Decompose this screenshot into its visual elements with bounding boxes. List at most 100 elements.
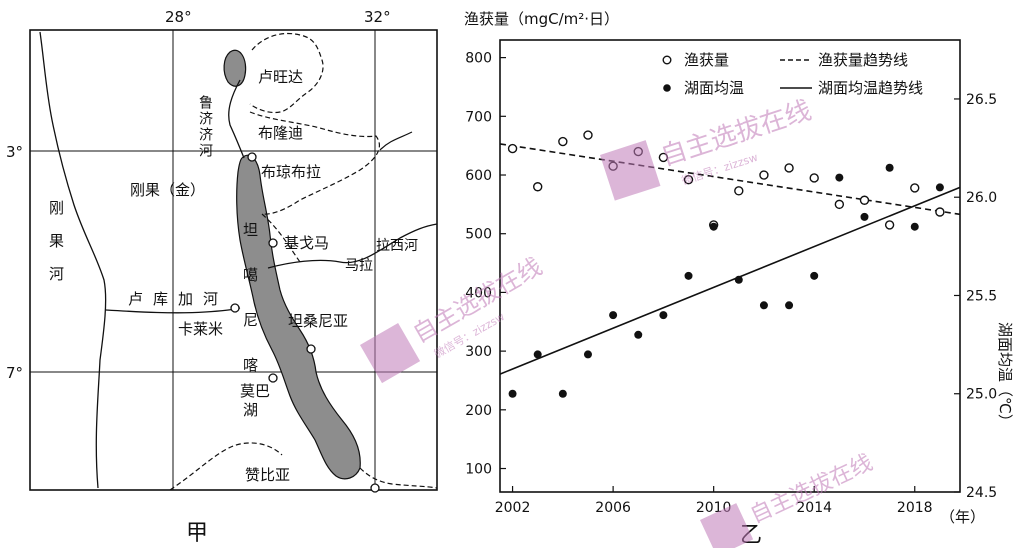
watermark-logo-3: 自主选拔在线	[700, 450, 877, 548]
y-left-tick-label: 100	[465, 462, 492, 478]
label-ruzizi-river: 鲁济济河	[197, 95, 213, 159]
catch-point	[658, 152, 669, 163]
catch-point	[507, 143, 518, 154]
catch-point	[784, 163, 794, 173]
zambia-border-west	[169, 442, 283, 491]
river-ne	[379, 131, 413, 151]
y-right-axis-label: 湖面均温（℃）	[996, 322, 1014, 429]
watermark-logo-1: 自主选拔在线 微信号：zizzsw	[600, 96, 815, 201]
label-tanzania: 坦桑尼亚	[288, 312, 348, 330]
legend-temp-point-symbol	[663, 84, 671, 92]
label-rwanda: 卢旺达	[258, 68, 303, 86]
temp-point	[583, 350, 592, 359]
chart-frame	[499, 39, 961, 493]
legend-catch-point-symbol	[662, 55, 672, 65]
mpulungu-marker	[268, 373, 278, 383]
label-malagarasi: 马拉	[345, 258, 373, 274]
y-left-tick-label: 200	[465, 403, 492, 419]
label-lake-tanganyika: 坦噶尼喀湖	[241, 222, 259, 447]
label-kalemie: 卡莱米	[178, 320, 223, 338]
zambia-border-east	[359, 467, 438, 489]
y-right-tick-label: 26.0	[966, 190, 997, 206]
y-left-tick-label: 500	[465, 227, 492, 243]
label-kigoma: 基戈马	[284, 234, 329, 252]
watermark-logo-box	[700, 503, 754, 548]
catch-point	[884, 220, 895, 230]
label-congo: 刚果（金）	[130, 181, 205, 199]
x-tick-label: 2002	[495, 500, 531, 516]
temp-point	[609, 311, 618, 320]
label-burundi: 布隆迪	[258, 124, 303, 142]
temp-point	[885, 163, 894, 172]
y-left-axis-label: 渔获量（mgC/m²·日）	[464, 10, 619, 28]
chart-trend-lines	[499, 143, 961, 375]
chart-panel: 2002 2006 2010 2014 201810020030040050060070…	[464, 10, 1014, 548]
watermark: 自主选拔在线 微信号：zizzsw 自主选拔在线 微信号：zizzsw 自主选拔…	[360, 96, 877, 548]
y-left-tick-label: 700	[465, 109, 492, 125]
catch-point	[583, 130, 593, 140]
x-axis-label: （年）	[940, 508, 985, 526]
kalemie-marker	[230, 303, 240, 313]
y-right-tick-label: 25.0	[966, 387, 997, 403]
catch-point	[533, 182, 543, 192]
temp-point	[835, 173, 844, 182]
tanzania-border	[261, 213, 301, 263]
catch-point	[834, 199, 845, 210]
catch-point	[859, 195, 870, 205]
temp-point	[860, 212, 869, 221]
temp-point	[558, 389, 567, 398]
watermark-logo-box	[600, 140, 661, 201]
map-panel: 28° 32° 3° 7° 卢旺达 布隆迪 布琼布拉 刚果（金） 基戈马 马拉	[6, 8, 438, 546]
catch-point	[759, 170, 769, 180]
temp-point	[533, 350, 542, 359]
catch-point	[558, 136, 568, 147]
map-lat-label-7: 7°	[6, 364, 23, 382]
label-zambia: 赞比亚	[245, 466, 290, 484]
map-lon-label-32: 32°	[364, 8, 391, 26]
y-left-tick-label: 800	[465, 51, 492, 67]
tz-lake-town-marker	[306, 344, 316, 354]
chart-legend: 渔获量 渔获量趋势线 湖面均温 湖面均温趋势线	[662, 51, 923, 97]
catch-point	[683, 175, 694, 185]
legend-temp-points: 湖面均温	[684, 79, 744, 97]
y-left-tick-label: 300	[465, 344, 492, 360]
congo-river-line	[39, 31, 107, 489]
temp-point	[709, 222, 718, 231]
x-tick-label: 2006	[595, 500, 631, 516]
temp-point	[684, 271, 693, 280]
map-title: 甲	[186, 521, 208, 546]
catch-point	[809, 173, 819, 183]
malagarasi-river-line	[267, 223, 438, 269]
temp-point	[508, 389, 517, 398]
border-town-marker	[370, 483, 380, 493]
ruzizi-river	[228, 79, 245, 159]
catch-trend-line	[499, 143, 961, 216]
map-frame	[29, 29, 438, 491]
temp-point	[634, 330, 643, 339]
temp-point	[734, 275, 743, 284]
temp-trend-line	[499, 186, 961, 375]
burundi-border	[249, 111, 381, 215]
label-bujumbura: 布琼布拉	[261, 163, 321, 181]
y-right-tick-label: 24.5	[966, 485, 997, 501]
map-lon-label-28: 28°	[165, 8, 192, 26]
label-mpulungu: 莫巴	[240, 382, 270, 400]
catch-point	[935, 207, 945, 217]
temp-point	[935, 183, 944, 192]
catch-point	[910, 183, 920, 193]
watermark-brand-3: 自主选拔在线	[746, 450, 876, 528]
temp-point	[785, 301, 794, 310]
catch-point	[734, 186, 744, 196]
label-malagarasi-river: 拉西河	[376, 238, 418, 254]
label-lukuga-river: 卢库加河	[128, 290, 228, 308]
legend-catch-trend: 渔获量趋势线	[818, 51, 908, 69]
lake-kivu	[223, 49, 247, 87]
temp-point	[910, 222, 919, 231]
map-lat-label-3: 3°	[6, 143, 23, 161]
x-tick-label: 2018	[897, 500, 933, 516]
y-right-tick-label: 25.5	[966, 288, 997, 304]
legend-temp-trend: 湖面均温趋势线	[818, 79, 923, 97]
temp-point	[759, 301, 768, 310]
lake-tanganyika	[236, 154, 361, 480]
